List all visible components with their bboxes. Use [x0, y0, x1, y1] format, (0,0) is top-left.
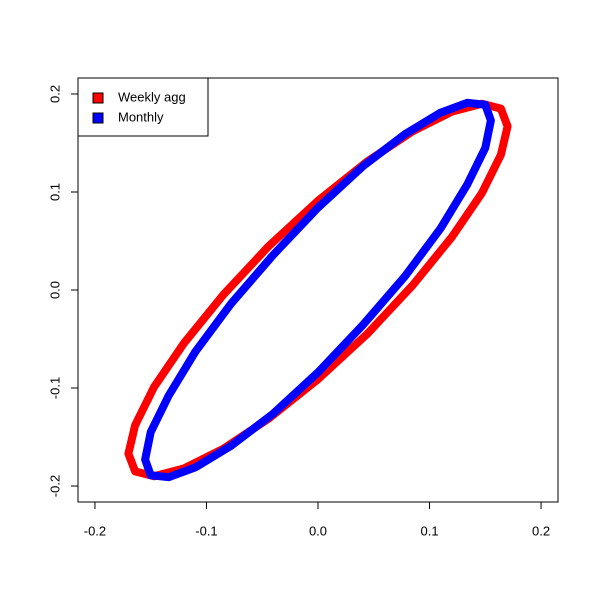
x-tick-label: -0.2 [84, 523, 106, 538]
y-tick-label: 0.1 [47, 183, 62, 201]
y-tick-label: -0.1 [47, 377, 62, 399]
y-tick-label: 0.0 [47, 281, 62, 299]
y-tick-label: -0.2 [47, 475, 62, 497]
x-tick-label: 0.2 [532, 523, 550, 538]
legend-swatch [92, 92, 104, 104]
x-tick-label: 0.0 [309, 523, 327, 538]
legend-box [77, 77, 209, 137]
x-tick-label: 0.1 [420, 523, 438, 538]
x-tick-label: -0.1 [195, 523, 217, 538]
legend-label: Weekly agg [118, 89, 186, 104]
y-tick-label: 0.2 [47, 85, 62, 103]
ellipse-line [124, 99, 512, 481]
ellipse-line [141, 98, 495, 482]
legend-swatch [92, 112, 104, 124]
legend-label: Monthly [118, 109, 164, 124]
